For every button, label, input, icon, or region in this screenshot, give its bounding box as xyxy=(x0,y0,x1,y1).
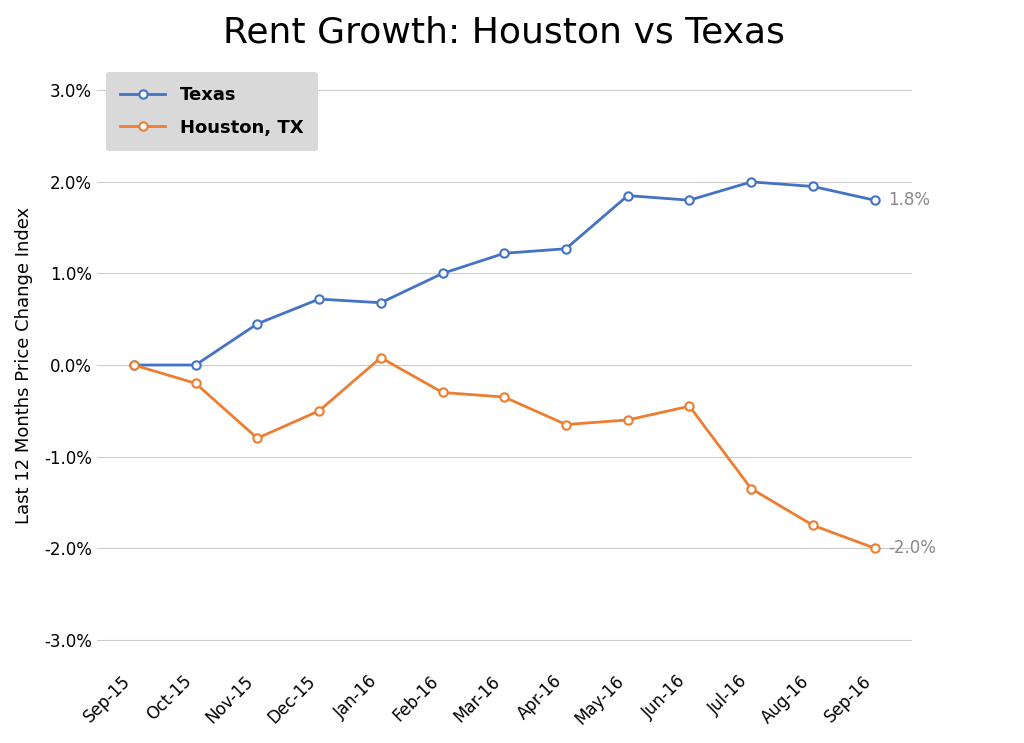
Houston, TX xyxy=(251,434,263,443)
Texas xyxy=(498,249,510,258)
Houston, TX xyxy=(868,544,881,553)
Texas xyxy=(622,191,634,200)
Texas xyxy=(189,360,202,369)
Line: Houston, TX: Houston, TX xyxy=(130,354,879,552)
Houston, TX xyxy=(683,402,695,411)
Houston, TX xyxy=(128,360,140,369)
Houston, TX xyxy=(498,392,510,401)
Texas xyxy=(251,319,263,328)
Houston, TX xyxy=(375,353,387,362)
Texas xyxy=(436,269,449,278)
Houston, TX xyxy=(189,379,202,388)
Texas xyxy=(745,178,758,186)
Text: -2.0%: -2.0% xyxy=(889,539,936,557)
Texas xyxy=(868,195,881,204)
Legend: Texas, Houston, TX: Texas, Houston, TX xyxy=(105,72,318,151)
Texas xyxy=(313,295,326,304)
Houston, TX xyxy=(807,521,819,530)
Texas xyxy=(128,360,140,369)
Line: Texas: Texas xyxy=(130,178,879,369)
Text: 1.8%: 1.8% xyxy=(889,191,931,210)
Title: Rent Growth: Houston vs Texas: Rent Growth: Houston vs Texas xyxy=(223,15,785,49)
Houston, TX xyxy=(622,415,634,424)
Texas xyxy=(560,244,572,253)
Houston, TX xyxy=(745,484,758,493)
Texas xyxy=(375,298,387,307)
Houston, TX xyxy=(313,406,326,415)
Texas xyxy=(807,182,819,191)
Houston, TX xyxy=(436,388,449,397)
Houston, TX xyxy=(560,420,572,429)
Texas xyxy=(683,195,695,204)
Y-axis label: Last 12 Months Price Change Index: Last 12 Months Price Change Index xyxy=(15,207,33,524)
